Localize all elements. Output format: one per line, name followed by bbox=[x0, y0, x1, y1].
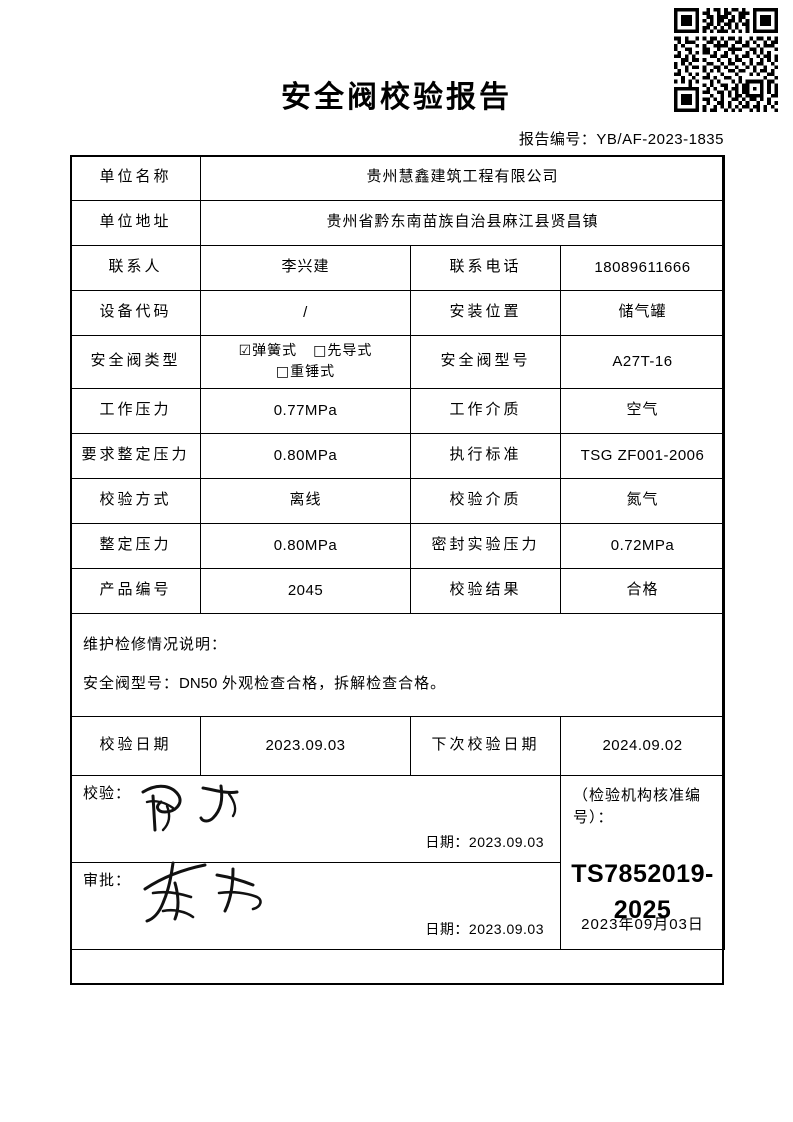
valve-type-option-spring[interactable]: ☑弹簧式 bbox=[238, 343, 298, 359]
contact-phone-value: 18089611666 bbox=[559, 245, 726, 291]
seal-test-pressure-label: 密封实验压力 bbox=[410, 523, 561, 569]
standard-value: TSG ZF001-2006 bbox=[559, 433, 726, 479]
approver-date-label: 日期： bbox=[425, 922, 469, 938]
table-row-calibration-method: 校验方式 离线 校验介质 氮气 bbox=[70, 478, 726, 524]
valve-type-option-pilot-label: 先导式 bbox=[327, 344, 373, 359]
seal-test-pressure-value: 0.72MPa bbox=[559, 523, 726, 569]
certificate-date-day: 03 bbox=[669, 916, 688, 934]
certificate-number: TS7852019-2025 bbox=[571, 859, 714, 924]
table-row-approver-signature: 审批： 日期 bbox=[70, 861, 725, 950]
report-number-value: YB/AF-2023-1835 bbox=[596, 131, 724, 148]
install-location-label: 安装位置 bbox=[410, 290, 561, 336]
certificate-date-month: 09 bbox=[634, 916, 654, 934]
working-medium-value: 空气 bbox=[559, 388, 726, 434]
table-row-required-set-pressure: 要求整定压力 0.80MPa 执行标准 TSG ZF001-2006 bbox=[70, 433, 726, 479]
certificate-title: （检验机构核准编号）： bbox=[573, 788, 702, 826]
calibration-date-value: 2023.09.03 bbox=[200, 716, 411, 776]
product-number-label: 产品编号 bbox=[70, 568, 201, 614]
unit-name-label: 单位名称 bbox=[70, 155, 201, 201]
checkbox-unchecked-icon: □ bbox=[313, 343, 328, 359]
contact-phone-label: 联系电话 bbox=[410, 245, 561, 291]
working-medium-label: 工作介质 bbox=[410, 388, 561, 434]
unit-name-value: 贵州慧鑫建筑工程有限公司 bbox=[199, 155, 726, 201]
calibration-date-label: 校验日期 bbox=[70, 716, 201, 776]
contact-person-value: 李兴建 bbox=[200, 245, 411, 291]
table-row-valve-type: 安全阀类型 ☑弹簧式 □先导式 □重锤式 安全阀型号 A27T-16 bbox=[70, 335, 726, 389]
notes-prefix: 安全阀型号： bbox=[83, 675, 180, 692]
report-number-label: 报告编号： bbox=[518, 132, 597, 148]
table-row-device-code: 设备代码 / 安装位置 储气罐 bbox=[70, 290, 726, 336]
inspector-signature bbox=[133, 772, 283, 842]
calibration-report-table: 单位名称 贵州慧鑫建筑工程有限公司 单位地址 贵州省黔东南苗族自治县麻江县贤昌镇… bbox=[69, 155, 726, 950]
result-label: 校验结果 bbox=[410, 568, 561, 614]
approver-label: 审批： bbox=[83, 873, 132, 889]
unit-address-value: 贵州省黔东南苗族自治县麻江县贤昌镇 bbox=[199, 200, 726, 246]
table-row-contact: 联系人 李兴建 联系电话 18089611666 bbox=[70, 245, 726, 291]
qr-code[interactable] bbox=[674, 8, 778, 112]
inspector-date-value: 2023.09.03 bbox=[468, 833, 544, 850]
notes-body: 安全阀型号：DN50 外观检查合格，拆解检查合格。 bbox=[83, 673, 724, 696]
calibration-medium-label: 校验介质 bbox=[410, 478, 561, 524]
valve-model-value: A27T-16 bbox=[559, 335, 726, 389]
next-calibration-date-label: 下次校验日期 bbox=[410, 716, 561, 776]
table-row-unit-name: 单位名称 贵州慧鑫建筑工程有限公司 bbox=[70, 155, 726, 201]
approver-signature-cell[interactable]: 审批： 日期 bbox=[70, 861, 561, 950]
table-row-inspector-signature: 校验： 日期：2023.09.03 bbox=[70, 775, 726, 950]
page-title: 安全阀校验报告 bbox=[281, 80, 512, 115]
inspector-date-label: 日期： bbox=[425, 835, 469, 851]
certificate-date-month-unit: 月 bbox=[653, 917, 670, 934]
table-row-working-pressure: 工作压力 0.77MPa 工作介质 空气 bbox=[70, 388, 726, 434]
notes-suffix: 外观检查合格，拆解检查合格。 bbox=[217, 675, 447, 692]
valve-type-label: 安全阀类型 bbox=[70, 335, 201, 389]
certificate-date-day-unit: 日 bbox=[687, 917, 704, 934]
result-value: 合格 bbox=[559, 568, 726, 614]
install-location-value: 储气罐 bbox=[559, 290, 726, 336]
approver-signature bbox=[133, 859, 283, 929]
certificate-date-year: 2023 bbox=[581, 916, 619, 934]
product-number-value: 2045 bbox=[200, 568, 411, 614]
valve-model-label: 安全阀型号 bbox=[410, 335, 561, 389]
valve-type-option-pilot[interactable]: □先导式 bbox=[313, 343, 373, 359]
calibration-medium-value: 氮气 bbox=[559, 478, 726, 524]
table-row-unit-address: 单位地址 贵州省黔东南苗族自治县麻江县贤昌镇 bbox=[70, 200, 726, 246]
calibration-method-label: 校验方式 bbox=[70, 478, 201, 524]
contact-person-label: 联系人 bbox=[70, 245, 201, 291]
report-number: 报告编号：YB/AF-2023-1835 bbox=[0, 128, 724, 149]
next-calibration-date-value: 2024.09.02 bbox=[559, 716, 726, 776]
notes-model: DN50 bbox=[179, 674, 218, 692]
table-row-set-pressure: 整定压力 0.80MPa 密封实验压力 0.72MPa bbox=[70, 523, 726, 569]
notes-cell: 维护检修情况说明： 安全阀型号：DN50 外观检查合格，拆解检查合格。 bbox=[69, 613, 726, 717]
checkbox-unchecked-icon: □ bbox=[275, 364, 291, 380]
set-pressure-value: 0.80MPa bbox=[200, 523, 411, 569]
valve-type-options: ☑弹簧式 □先导式 □重锤式 bbox=[200, 335, 411, 389]
device-code-label: 设备代码 bbox=[70, 290, 201, 336]
certificate-cell: （检验机构核准编号）： TS7852019-2025 2023年09月03日 bbox=[559, 775, 726, 950]
approver-date: 日期：2023.09.03 bbox=[425, 919, 544, 941]
working-pressure-label: 工作压力 bbox=[70, 388, 201, 434]
certificate-date: 2023年09月03日 bbox=[561, 914, 724, 937]
calibration-method-value: 离线 bbox=[200, 478, 411, 524]
inspector-signature-cell[interactable]: 校验： 日期：2023.09.03 bbox=[70, 775, 561, 863]
device-code-value: / bbox=[200, 290, 411, 336]
valve-type-option-weight[interactable]: □重锤式 bbox=[275, 364, 336, 380]
table-row-notes: 维护检修情况说明： 安全阀型号：DN50 外观检查合格，拆解检查合格。 bbox=[69, 613, 726, 717]
valve-type-option-weight-label: 重锤式 bbox=[290, 365, 336, 380]
certificate-date-year-unit: 年 bbox=[618, 917, 635, 934]
inspector-date: 日期：2023.09.03 bbox=[425, 832, 544, 854]
valve-type-option-spring-label: 弹簧式 bbox=[252, 344, 298, 359]
required-set-pressure-label: 要求整定压力 bbox=[70, 433, 201, 479]
approver-date-value: 2023.09.03 bbox=[468, 920, 544, 937]
required-set-pressure-value: 0.80MPa bbox=[200, 433, 411, 479]
inspector-label: 校验： bbox=[83, 786, 132, 802]
working-pressure-value: 0.77MPa bbox=[200, 388, 411, 434]
notes-heading: 维护检修情况说明： bbox=[83, 636, 228, 653]
set-pressure-label: 整定压力 bbox=[70, 523, 201, 569]
checkbox-checked-icon: ☑ bbox=[238, 343, 253, 359]
table-row-product-number: 产品编号 2045 校验结果 合格 bbox=[70, 568, 726, 614]
unit-address-label: 单位地址 bbox=[70, 200, 201, 246]
standard-label: 执行标准 bbox=[410, 433, 561, 479]
table-row-dates: 校验日期 2023.09.03 下次校验日期 2024.09.02 bbox=[70, 716, 726, 776]
